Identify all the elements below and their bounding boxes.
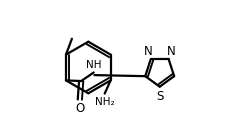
Text: NH₂: NH₂ <box>95 97 115 107</box>
Text: N: N <box>167 45 175 58</box>
Text: S: S <box>156 90 163 103</box>
Text: NH: NH <box>86 60 102 70</box>
Text: N: N <box>144 45 153 58</box>
Text: O: O <box>75 102 85 115</box>
